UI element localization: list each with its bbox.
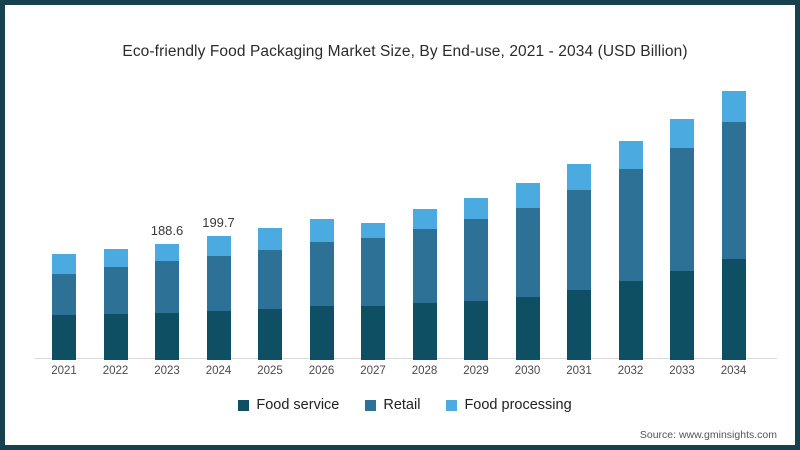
bar-stack-2034[interactable]: [721, 91, 746, 360]
bar-segment-food-processing: [670, 119, 694, 148]
page-title: Eco-friendly Food Packaging Market Size,…: [122, 43, 688, 60]
chart-canvas: Eco-friendly Food Packaging Market Size,…: [5, 5, 795, 445]
bar-stack-2033[interactable]: [670, 119, 694, 360]
legend-swatch-icon: [238, 399, 250, 411]
x-tick-2023: 2023: [154, 365, 180, 377]
x-axis-line: [35, 358, 777, 359]
bar-segment-food-service: [412, 303, 437, 360]
bar-segment-food-processing: [309, 218, 334, 242]
bar-segment-food-processing: [258, 228, 282, 250]
x-tick-2031: 2031: [566, 365, 592, 377]
bar-segment-retail: [670, 147, 694, 272]
bar-segment-retail: [155, 260, 179, 314]
bar-segment-food-service: [258, 308, 282, 360]
bar-value-label-2023: 188.6: [150, 223, 184, 239]
bar-segment-food-service: [361, 306, 385, 360]
bar-stack-2032[interactable]: [618, 140, 643, 360]
legend-label: Food service: [256, 397, 340, 413]
x-tick-2027: 2027: [360, 365, 386, 377]
bar-value-label-2024: 199.7: [202, 214, 235, 230]
bar-segment-food-service: [103, 314, 128, 360]
bar-stack-2022[interactable]: [103, 248, 128, 360]
bar-segment-retail: [361, 238, 385, 307]
bar-segment-food-processing: [103, 248, 128, 268]
bar-stack-2030[interactable]: [515, 182, 540, 360]
bar-segment-retail: [618, 168, 643, 281]
bar-segment-retail: [412, 228, 437, 304]
bar-stack-2021[interactable]: [52, 254, 76, 360]
bar-segment-food-processing: [52, 254, 76, 274]
bar-stack-2025[interactable]: [258, 228, 282, 360]
bar-segment-food-processing: [567, 163, 591, 190]
x-tick-2028: 2028: [411, 365, 438, 377]
bar-segment-food-processing: [464, 197, 488, 220]
x-tick-2033: 2033: [669, 365, 695, 377]
bar-segment-food-processing: [618, 140, 643, 169]
bar-stack-2028[interactable]: [412, 209, 437, 360]
x-tick-2034: 2034: [720, 365, 747, 377]
x-tick-2032: 2032: [617, 365, 644, 377]
bar-segment-retail: [567, 189, 591, 291]
legend-label: Food processing: [464, 397, 572, 413]
bar-segment-food-service: [515, 297, 540, 360]
bar-stack-2023[interactable]: 188.6: [151, 223, 183, 360]
x-tick-2030: 2030: [514, 365, 541, 377]
bar-stack-2026[interactable]: [309, 218, 334, 360]
bar-segment-food-processing: [155, 244, 179, 261]
plot-area: 188.6 199.7: [35, 85, 775, 360]
bar-segment-food-processing: [721, 91, 746, 123]
bar-segment-food-service: [464, 300, 488, 360]
bar-segment-food-processing: [206, 235, 231, 256]
bar-stack-2024[interactable]: 199.7: [202, 215, 235, 360]
bar-segment-retail: [721, 122, 746, 260]
legend-item-1[interactable]: Retail: [365, 397, 420, 413]
bar-segment-retail: [309, 241, 334, 307]
bar-segment-food-service: [618, 280, 643, 360]
bar-segment-retail: [52, 273, 76, 316]
bar-segment-food-service: [52, 315, 76, 360]
bar-segment-food-service: [721, 259, 746, 360]
legend: Food service Retail Food processing: [5, 397, 795, 413]
legend-swatch-icon: [446, 399, 458, 411]
bar-segment-retail: [464, 219, 488, 301]
legend-swatch-icon: [365, 399, 377, 411]
x-tick-2025: 2025: [257, 365, 283, 377]
x-tick-2029: 2029: [463, 365, 489, 377]
bar-segment-retail: [258, 249, 282, 309]
bar-segment-food-processing: [412, 209, 437, 229]
x-tick-2022: 2022: [102, 365, 129, 377]
x-tick-2024: 2024: [205, 365, 232, 377]
bar-segment-food-service: [309, 306, 334, 360]
bar-segment-retail: [103, 267, 128, 315]
bar-stack-2027[interactable]: [361, 222, 385, 360]
source-note: Source: www.gminsights.com: [639, 429, 777, 441]
bar-segment-retail: [206, 255, 231, 312]
x-tick-2026: 2026: [308, 365, 335, 377]
bar-segment-food-service: [155, 313, 179, 360]
bar-segment-retail: [515, 208, 540, 298]
bar-segment-food-processing: [361, 222, 385, 239]
bar-stack-2031[interactable]: [567, 163, 591, 360]
x-tick-2021: 2021: [51, 365, 77, 377]
bar-segment-food-service: [206, 311, 231, 360]
legend-item-2[interactable]: Food processing: [446, 397, 572, 413]
bar-segment-food-service: [567, 290, 591, 360]
legend-item-0[interactable]: Food service: [238, 397, 339, 413]
bar-segment-food-processing: [515, 182, 540, 209]
bar-stack-2029[interactable]: [464, 197, 488, 360]
legend-label: Retail: [383, 397, 421, 413]
bar-segment-food-service: [670, 271, 694, 360]
